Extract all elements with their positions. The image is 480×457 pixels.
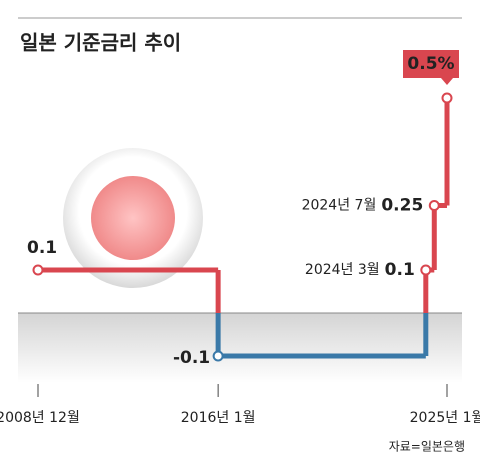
negative-zone: [18, 313, 462, 383]
chart-title: 일본 기준금리 추이: [20, 31, 181, 55]
flag-icon: [63, 148, 203, 288]
value-label: -0.1: [173, 348, 210, 368]
value-label: 0.25: [381, 196, 423, 216]
value-label: 0.5%: [407, 54, 454, 74]
value-label: 0.1: [385, 260, 415, 280]
point-annotation: 2024년 3월 0.1: [305, 260, 415, 280]
point: [32, 264, 44, 276]
x-tick-label: 2008년 12월: [0, 410, 80, 426]
value-badge: [403, 50, 459, 78]
point-annotation: 2024년 7월 0.25: [302, 196, 424, 216]
point: [420, 264, 432, 276]
source: 자료=일본은행: [389, 439, 465, 454]
point: [441, 92, 453, 104]
x-tick-label: 2025년 1월: [410, 410, 480, 426]
value-label: 0.1: [27, 238, 57, 258]
point: [428, 200, 440, 211]
point: [212, 350, 224, 362]
x-tick-label: 2016년 1월: [181, 410, 256, 426]
point-date: 2024년 3월: [305, 262, 380, 278]
badge-pointer: [441, 78, 453, 85]
point-date: 2024년 7월: [302, 198, 377, 214]
